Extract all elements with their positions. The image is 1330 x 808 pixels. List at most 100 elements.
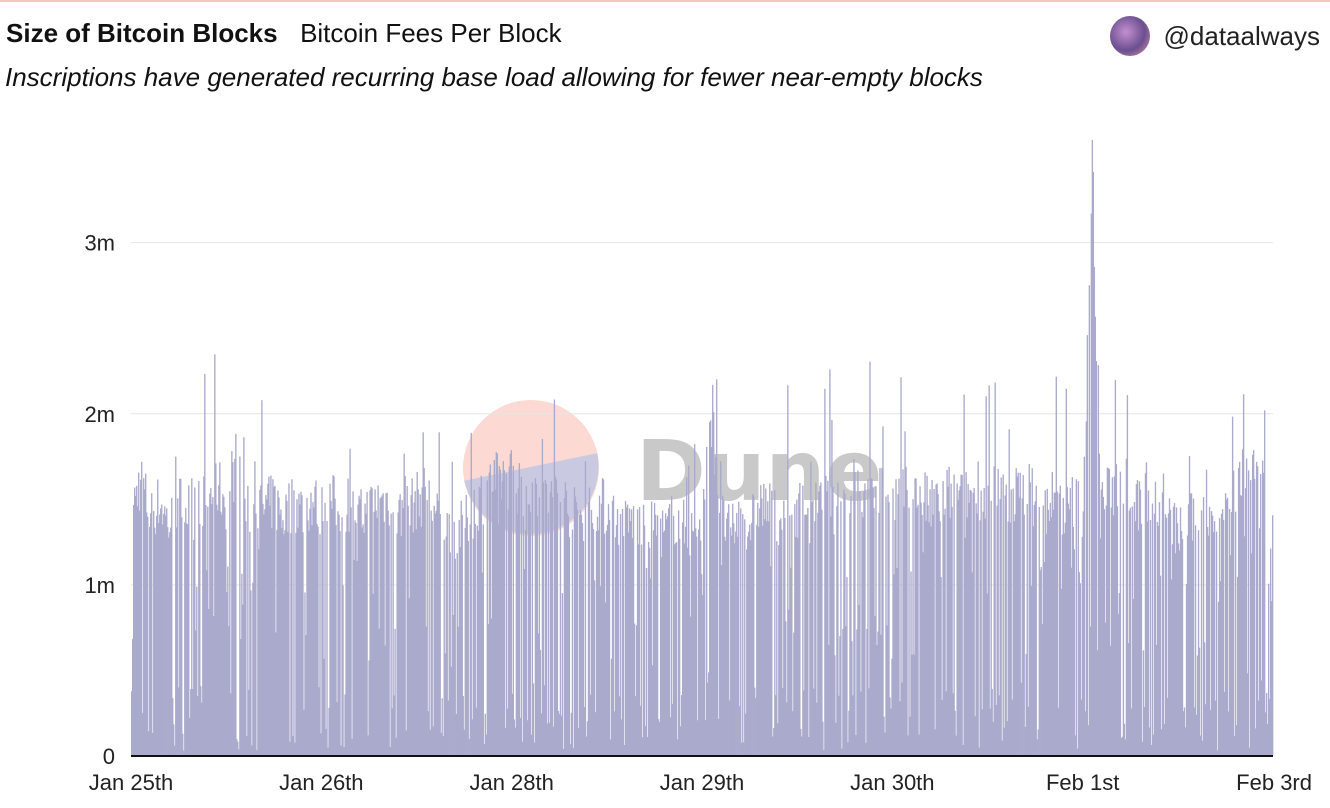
fee-bar [1230,511,1233,756]
fee-bar [900,377,902,756]
fee-bar [763,483,765,756]
y-axis: 0 1m 2m 3m [84,231,115,769]
fee-bar [793,632,795,756]
fee-bar [817,512,819,756]
fee-bar [1217,601,1220,756]
fee-bar [533,742,536,756]
fee-bar [1147,490,1150,756]
fee-bar [768,521,770,756]
fee-bar [619,514,622,756]
fee-bar [556,492,559,756]
fee-bar [1067,503,1069,756]
fee-bar [832,486,834,756]
fee-bar [939,521,941,756]
fee-bar [1048,520,1050,756]
fee-bar [1213,521,1216,756]
fee-bar [1206,527,1209,756]
fee-bar [991,688,993,756]
fee-bar [795,536,797,756]
fee-bar [242,604,244,756]
fee-bar [469,524,471,756]
fee-bar [595,531,598,756]
fee-bar [1101,482,1104,756]
fee-bar [938,511,940,756]
fee-bar [495,451,497,756]
fee-bar [1126,395,1129,756]
fee-bar [1157,525,1160,756]
fee-bar [1251,454,1254,756]
fee-bar [749,524,751,756]
fee-bar [740,508,742,756]
fee-bar [1026,503,1028,756]
fee-bar [1163,723,1166,756]
fee-bar [1164,514,1167,756]
fee-bar [1272,515,1274,756]
fee-bar [708,672,710,756]
author-avatar[interactable] [1109,16,1150,56]
fee-bar [589,694,592,756]
fee-bar [1089,626,1092,756]
author-handle[interactable]: @dataalways [1163,20,1320,51]
fee-bar [1095,361,1098,756]
fee-bar [1091,140,1094,756]
fee-bar [518,463,521,756]
fee-bar [736,512,738,756]
fee-bar [941,699,943,756]
x-tick-label: Jan 26th [279,770,363,795]
fee-bar [764,519,766,756]
fee-bar [414,491,416,756]
fee-bar [587,502,590,756]
fee-bar [963,394,965,756]
fee-bar [675,542,678,756]
fee-bar [833,534,835,756]
fee-bar [1156,522,1159,756]
fee-bar [848,710,850,756]
fee-bar [684,526,687,756]
fee-bar [968,502,970,756]
fee-bar [692,531,695,756]
fee-bar [569,744,572,756]
fee-bar [344,694,346,756]
fee-bar [159,514,161,756]
fee-bar [1044,490,1046,756]
fee-bar [394,628,396,756]
fee-bar [934,729,936,756]
fee-bar [891,658,893,756]
fee-bar [338,514,340,756]
fee-bar [138,472,140,756]
author-link[interactable]: @dataalways [1109,16,1320,56]
fee-bar [1248,747,1251,756]
fee-bar [1069,488,1071,756]
fee-bar [1227,711,1230,756]
fee-bar [302,532,304,756]
fee-bar [290,533,292,756]
fee-bar [413,502,415,756]
fee-bar [289,741,291,756]
fee-bar [659,518,662,756]
fee-bar [751,522,753,756]
fee-bar [179,478,181,756]
fee-bar [227,566,229,756]
fee-bar [571,529,574,756]
fee-bar [578,515,581,756]
fee-bar [200,686,202,756]
fee-bar [1085,421,1088,756]
fee-bar [266,499,268,756]
fee-bar [959,486,961,756]
fee-bar [1148,727,1151,756]
fee-bar [217,510,219,756]
fee-bar [624,500,627,756]
fee-bar [1268,699,1271,756]
fee-bar [981,709,983,756]
fee-bar [805,514,807,756]
fee-bar [761,498,763,756]
fee-bar [611,500,614,756]
fee-bar [457,626,459,756]
fee-bar [829,369,831,756]
fee-bar [1229,555,1232,756]
fee-bar [1046,488,1048,756]
fee-bar [260,485,262,756]
fee-bar [377,485,379,756]
fee-bar [985,396,987,756]
fee-bar [1053,492,1055,756]
